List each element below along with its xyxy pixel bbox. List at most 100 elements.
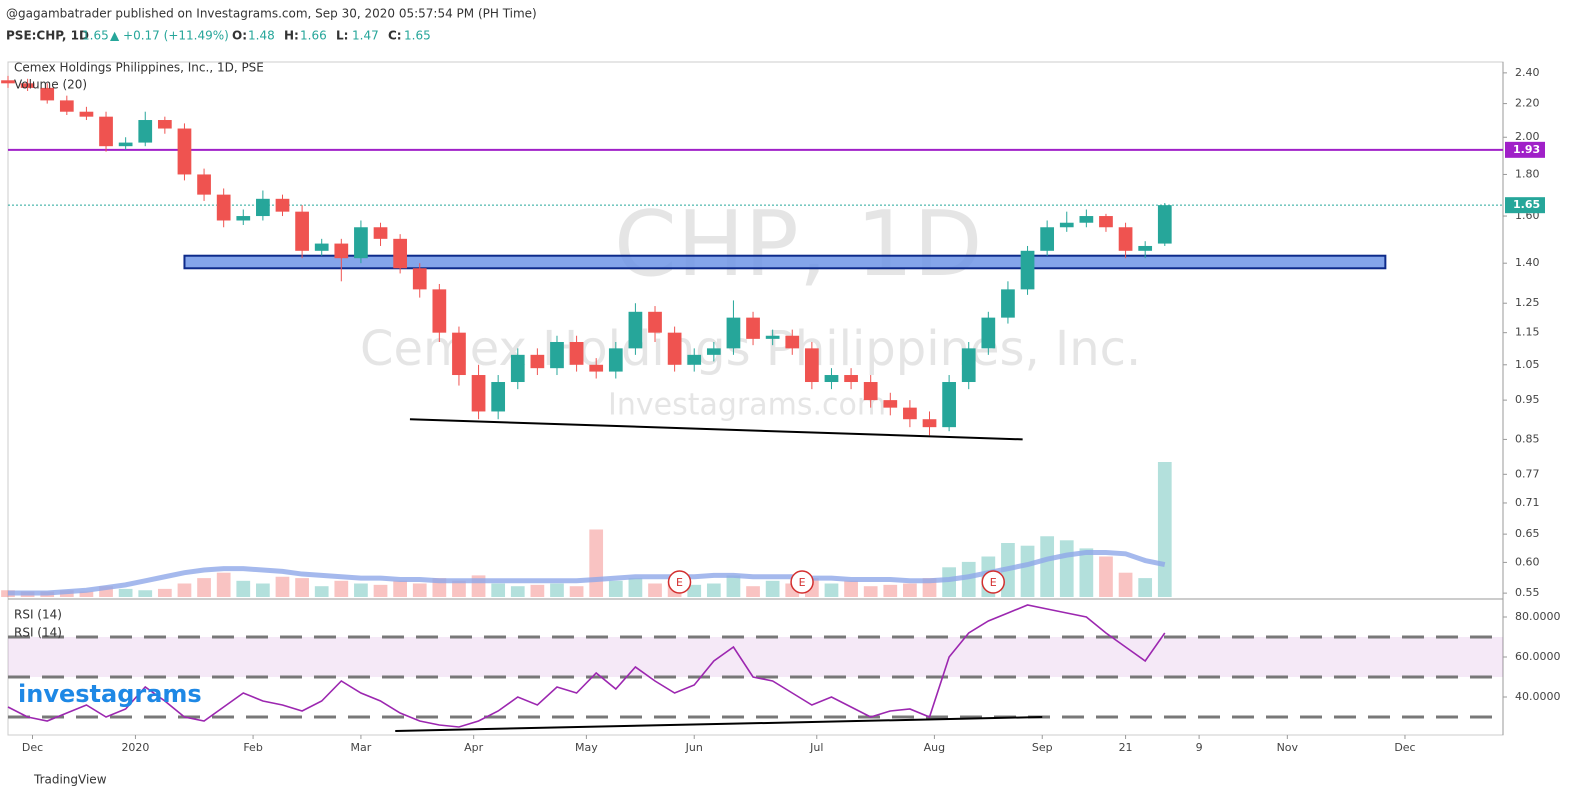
chart-title: Cemex Holdings Philippines, Inc., 1D, PS…	[14, 61, 264, 75]
ohlc-value: 1.65	[404, 29, 431, 43]
candle-body	[1001, 289, 1015, 318]
candle-body	[726, 317, 741, 349]
ohlc-label: L:	[336, 29, 348, 43]
candle-body	[667, 332, 682, 365]
candle-body	[471, 375, 486, 412]
publisher: @gagambatrader published on Investagrams…	[6, 7, 537, 21]
volume-bar	[510, 586, 525, 597]
volume-bar	[334, 580, 349, 597]
volume-bar	[1157, 462, 1172, 597]
rsi-legend: RSI (14)	[14, 608, 62, 622]
symbol: PSE:CHP, 1D	[6, 29, 89, 43]
candle-body	[295, 211, 309, 251]
x-tick-label: Sep	[1032, 741, 1053, 754]
candle-body	[1040, 227, 1055, 251]
candle-body	[844, 375, 858, 383]
volume-bar	[79, 591, 94, 597]
ohlc-label: O:	[232, 29, 247, 43]
x-tick-label: Aug	[924, 741, 945, 754]
volume-bar	[530, 584, 545, 597]
volume-bar	[765, 580, 780, 597]
event-marker	[790, 570, 814, 594]
candle-body	[961, 348, 976, 383]
volume-bar	[99, 586, 113, 597]
event-label: E	[990, 576, 997, 589]
volume-bar	[726, 575, 741, 597]
candle-body	[1157, 205, 1172, 244]
volume-bar	[608, 580, 623, 597]
x-tick-label: Jun	[685, 741, 703, 754]
candle-body	[805, 348, 819, 383]
y-tick-label: 2.40	[1515, 66, 1540, 79]
volume-bar	[275, 576, 290, 597]
y-tick-label: 1.80	[1515, 167, 1540, 180]
volume-bar	[648, 583, 662, 597]
candle-body	[1099, 216, 1113, 228]
y-tick-label: 0.55	[1515, 586, 1540, 599]
x-tick-label: Dec	[1394, 741, 1415, 754]
candle-body	[354, 227, 368, 259]
candle-body	[510, 354, 525, 383]
x-tick-label: Dec	[22, 741, 43, 754]
candle-body	[608, 348, 623, 372]
candle-body	[393, 238, 407, 269]
candle-body	[530, 354, 545, 369]
y-tick-label: 1.15	[1515, 326, 1540, 339]
y-tick-label: 0.71	[1515, 496, 1540, 509]
brand[interactable]: TradingView	[33, 773, 107, 787]
candle-body	[922, 419, 937, 428]
volume-bar	[314, 586, 329, 597]
candle-body	[99, 116, 113, 147]
ohlc-label: H:	[284, 29, 299, 43]
volume-bar	[412, 583, 427, 597]
candle-body	[432, 289, 447, 333]
volume-bar	[138, 590, 153, 597]
volume-bar	[569, 586, 584, 597]
candle-body	[824, 375, 839, 383]
volume-bar	[628, 578, 643, 597]
plot: 2.402.202.001.801.601.401.251.151.050.95…	[1, 66, 1561, 754]
rsi-line	[7, 604, 1166, 728]
rsi-trendline	[395, 716, 1043, 732]
volume-bar	[1079, 548, 1094, 597]
price-trendline	[409, 418, 1023, 441]
rsi-tick-label: 60.0000	[1515, 650, 1561, 663]
rsi-tick-label: 80.0000	[1515, 610, 1561, 623]
logo: investagrams	[18, 680, 202, 708]
ohlc-label: C:	[388, 29, 402, 43]
change: ▲ +0.17 (+11.49%)	[110, 29, 229, 43]
y-tick-label: 0.95	[1515, 393, 1540, 406]
ohlc-value: 1.47	[352, 29, 379, 43]
rsi-band-fill	[8, 637, 1503, 677]
volume-bar	[1020, 545, 1035, 597]
volume-bar	[550, 583, 564, 597]
volume-bar	[883, 584, 898, 597]
candle-body	[706, 348, 721, 355]
volume-bar	[1118, 572, 1133, 597]
volume-bar	[863, 586, 878, 597]
volume-bar	[236, 580, 251, 597]
candle-body	[20, 83, 35, 88]
candle-body	[589, 364, 604, 372]
candle-body	[1059, 222, 1074, 228]
volume-legend: Volume (20)	[14, 78, 87, 92]
volume-bar	[177, 583, 192, 597]
volume-bar	[491, 583, 506, 597]
volume-bar	[256, 583, 270, 597]
event-label: E	[676, 576, 683, 589]
rsi-legend: RSI (14)	[14, 626, 62, 640]
x-tick-label: May	[575, 741, 598, 754]
x-tick-label: Mar	[351, 741, 372, 754]
candle-body	[1020, 250, 1035, 290]
candle-body	[746, 317, 760, 339]
candle-body	[177, 128, 192, 175]
y-tick-label: 2.20	[1515, 97, 1540, 110]
candle-body	[197, 174, 211, 195]
volume-bar	[1138, 578, 1153, 597]
watermark: CHP, 1D	[614, 192, 983, 297]
x-tick-label: Apr	[464, 741, 484, 754]
volume-bar	[452, 580, 466, 597]
volume-bar	[687, 584, 702, 597]
ohlc: O: 1.48 H: 1.66 L: 1.47 C: 1.65	[232, 29, 431, 43]
y-tick-label: 0.85	[1515, 432, 1540, 445]
